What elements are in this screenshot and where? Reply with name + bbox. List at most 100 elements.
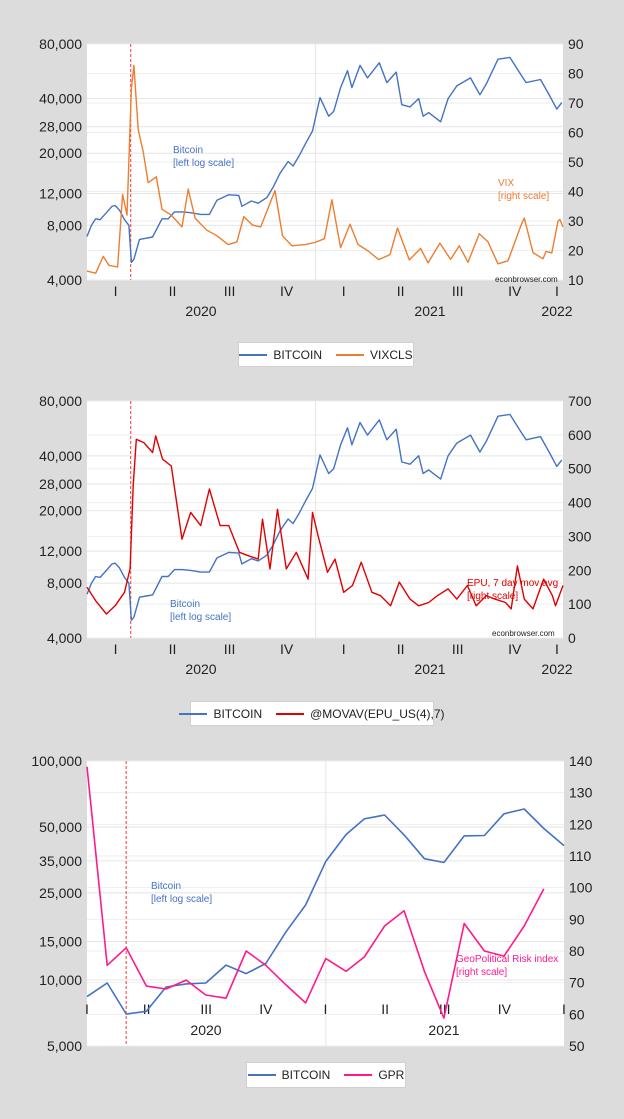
plot-area — [87, 401, 563, 638]
left-axis-tick-label: 20,000 — [39, 145, 82, 161]
right-axis-tick-label: 20 — [568, 243, 584, 259]
year-label: 2022 — [541, 303, 572, 319]
right-axis-tick-label: 70 — [568, 95, 584, 111]
right-axis-tick-label: 10 — [568, 272, 584, 288]
quarter-label: IV — [498, 1001, 512, 1017]
right-axis-tick-label: 500 — [568, 461, 592, 477]
year-label: 2021 — [414, 661, 445, 677]
source-credit: econbrowser.com — [492, 629, 555, 638]
quarter-label: II — [397, 283, 405, 299]
left-axis-tick-label: 4,000 — [47, 272, 82, 288]
left-axis-tick-label: 5,000 — [47, 1038, 82, 1054]
quarter-label: I — [562, 1001, 566, 1017]
right-axis-tick-label: 50 — [569, 1038, 585, 1054]
legend-swatch — [239, 353, 268, 356]
left-axis-tick-label: 40,000 — [39, 448, 82, 464]
left-axis-tick-label: 20,000 — [39, 503, 82, 519]
quarter-label: III — [200, 1001, 212, 1017]
legend-chart-2: BITCOIN @MOVAV(EPU_US(4),7) — [179, 701, 445, 726]
legend-label: BITCOIN — [213, 706, 263, 721]
series-line-secondary — [86, 435, 564, 615]
quarter-label: III — [224, 641, 236, 657]
legend-swatch — [179, 712, 208, 715]
series-line-bitcoin — [86, 808, 565, 1015]
left-axis-tick-label: 4,000 — [47, 630, 82, 646]
right-axis-tick-label: 50 — [568, 154, 584, 170]
annotation-secondary-scale: [right scale] — [467, 591, 518, 602]
right-axis-tick-label: 70 — [569, 975, 585, 991]
right-axis-tick-label: 40 — [568, 184, 584, 200]
quarter-label: III — [452, 283, 464, 299]
series-line-bitcoin — [86, 56, 563, 264]
quarter-label: I — [85, 1001, 89, 1017]
right-axis-tick-label: 100 — [568, 596, 592, 612]
legend-chart-3: BITCOIN GPR — [246, 1062, 406, 1088]
right-axis-tick-label: 30 — [568, 213, 584, 229]
annotation-secondary-scale: [right scale] — [456, 967, 507, 978]
legend-item-gpr: GPR — [344, 1068, 404, 1082]
left-axis-tick-label: 28,000 — [39, 476, 82, 492]
legend-label: BITCOIN — [281, 1068, 331, 1082]
right-axis-tick-label: 120 — [569, 816, 593, 832]
quarter-label: IV — [508, 283, 522, 299]
right-axis-tick-label: 100 — [569, 880, 593, 896]
quarter-label: II — [381, 1001, 389, 1017]
legend-swatch — [344, 1074, 373, 1076]
legend-swatch — [276, 712, 305, 715]
annotation-secondary: GeoPolitical Risk index — [456, 954, 558, 965]
legend-chart-1: BITCOIN VIXCLS — [238, 342, 414, 367]
legend-item-bitcoin: BITCOIN — [179, 707, 262, 721]
right-axis-tick-label: 60 — [568, 125, 584, 141]
right-axis-tick-label: 80 — [568, 66, 584, 82]
annotation-bitcoin-scale: [left log scale] — [170, 612, 231, 623]
legend-label: VIXCLS — [369, 347, 413, 362]
right-axis-tick-label: 90 — [568, 36, 584, 52]
annotation-bitcoin: Bitcoin — [151, 881, 181, 892]
left-axis-tick-label: 15,000 — [39, 933, 82, 949]
year-label: 2021 — [428, 1022, 459, 1038]
right-axis-tick-label: 130 — [569, 785, 593, 801]
right-axis-tick-label: 140 — [569, 753, 593, 769]
left-axis-tick-label: 100,000 — [31, 753, 82, 769]
right-axis-tick-label: 300 — [568, 528, 592, 544]
annotation-secondary: VIX — [498, 178, 514, 189]
quarter-label: I — [114, 283, 118, 299]
left-axis-tick-label: 12,000 — [39, 543, 82, 559]
year-label: 2020 — [190, 1022, 221, 1038]
left-axis-tick-label: 8,000 — [47, 575, 82, 591]
left-axis-tick-label: 40,000 — [39, 91, 82, 107]
right-axis-tick-label: 90 — [569, 911, 585, 927]
right-axis-tick-label: 60 — [569, 1006, 585, 1022]
annotation-bitcoin-scale: [left log scale] — [151, 894, 212, 905]
right-axis-tick-label: 0 — [568, 630, 576, 646]
right-axis-tick-label: 110 — [569, 848, 592, 864]
quarter-label: II — [143, 1001, 151, 1017]
year-label: 2022 — [541, 661, 572, 677]
annotation-bitcoin: Bitcoin — [173, 145, 203, 156]
legend-item-epu: @MOVAV(EPU_US(4),7) — [276, 707, 445, 721]
year-label: 2021 — [414, 303, 445, 319]
left-axis-tick-label: 10,000 — [39, 972, 82, 988]
legend-swatch — [247, 1074, 276, 1076]
series-line-bitcoin — [86, 413, 563, 621]
right-axis-tick-label: 200 — [568, 562, 592, 578]
left-axis-tick-label: 25,000 — [39, 885, 82, 901]
legend-item-bitcoin: BITCOIN — [239, 348, 322, 362]
quarter-label: III — [224, 283, 236, 299]
quarter-label: II — [397, 641, 405, 657]
right-axis-tick-label: 400 — [568, 495, 592, 511]
left-axis-tick-label: 50,000 — [39, 819, 82, 835]
left-axis-tick-label: 35,000 — [39, 853, 82, 869]
left-axis-tick-label: 28,000 — [39, 119, 82, 135]
quarter-label: IV — [508, 641, 522, 657]
year-label: 2020 — [185, 303, 216, 319]
left-axis-tick-label: 80,000 — [39, 393, 82, 409]
quarter-label: IV — [280, 641, 294, 657]
series-line-secondary — [86, 64, 564, 274]
annotation-bitcoin-scale: [left log scale] — [173, 158, 234, 169]
legend-item-vix: VIXCLS — [335, 347, 413, 362]
annotation-bitcoin: Bitcoin — [170, 599, 200, 610]
right-axis-tick-label: 80 — [569, 943, 585, 959]
quarter-label: I — [324, 1001, 328, 1017]
